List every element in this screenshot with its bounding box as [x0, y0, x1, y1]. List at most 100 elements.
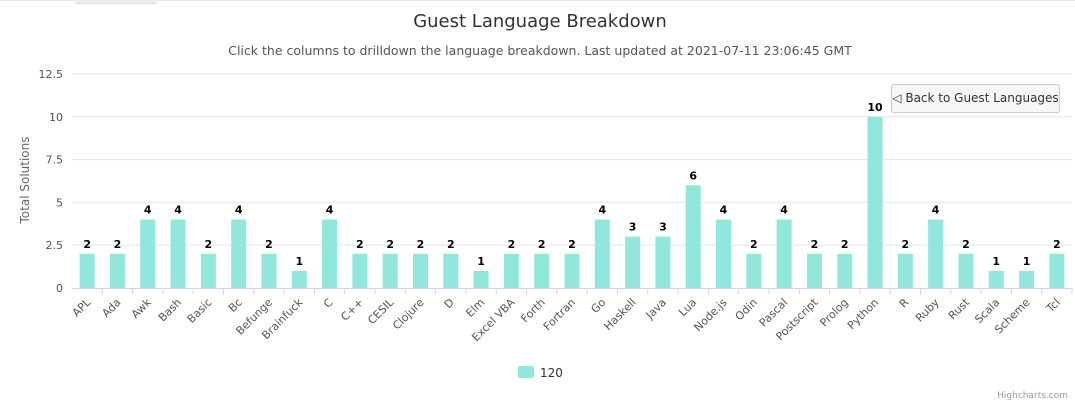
- credits-link[interactable]: Highcharts.com: [997, 391, 1068, 401]
- bar-cesil[interactable]: [382, 253, 398, 288]
- data-label: 2: [962, 238, 970, 251]
- bar-bc[interactable]: [231, 219, 247, 288]
- bar-elm[interactable]: [473, 270, 489, 288]
- top-border: [0, 0, 1075, 1]
- bar-apl[interactable]: [79, 253, 95, 288]
- data-label: 2: [1053, 238, 1061, 251]
- bar-clojure[interactable]: [412, 253, 428, 288]
- y-tick-label: 5: [56, 196, 63, 209]
- data-label: 4: [174, 204, 182, 217]
- x-tick-label: Elm: [463, 296, 487, 320]
- y-axis-ticks: 0 2.5 5 7.5 10 12.5: [39, 68, 64, 295]
- x-tick-label: Awk: [129, 295, 155, 321]
- data-labels: 2 2 4 4 2 4 2 1 4 2 2 2 2 1 2 2 2 4 3 3 6 4 2 4 2 2 10 2 4 2 1 1 2: [83, 101, 1060, 268]
- bar-node-js[interactable]: [716, 219, 732, 288]
- x-tick-label: R: [897, 296, 912, 311]
- bar-go[interactable]: [594, 219, 610, 288]
- data-label: 4: [720, 204, 728, 217]
- bar-c-[interactable]: [352, 253, 368, 288]
- bar-excel-vba[interactable]: [503, 253, 519, 288]
- data-label: 2: [205, 238, 213, 251]
- y-tick-label: 10: [49, 111, 63, 124]
- data-label: 2: [568, 238, 576, 251]
- y-axis-title: Total Solutions: [18, 137, 32, 225]
- x-tick-label: C: [321, 296, 336, 311]
- bar-lua[interactable]: [685, 185, 701, 288]
- bar-prolog[interactable]: [837, 253, 853, 288]
- x-tick-label: APL: [70, 295, 94, 319]
- back-button[interactable]: ◁ Back to Guest Languages: [891, 84, 1060, 113]
- x-tick-label: D: [442, 296, 457, 311]
- y-tick-label: 2.5: [46, 239, 64, 252]
- bar-befunge[interactable]: [261, 253, 277, 288]
- data-label: 3: [659, 221, 667, 234]
- bar-basic[interactable]: [200, 253, 216, 288]
- data-label: 4: [144, 204, 152, 217]
- x-tick-label: Ada: [99, 296, 123, 320]
- bar-scala[interactable]: [988, 270, 1004, 288]
- data-label: 2: [750, 238, 758, 251]
- bar-pascal[interactable]: [776, 219, 792, 288]
- chart-subtitle: Click the columns to drilldown the langu…: [228, 43, 852, 58]
- data-label: 1: [992, 255, 1000, 268]
- bars[interactable]: [79, 116, 1065, 288]
- x-tick-label: Bash: [156, 296, 184, 324]
- data-label: 2: [265, 238, 273, 251]
- bar-bash[interactable]: [170, 219, 186, 288]
- bar-tcl[interactable]: [1049, 253, 1065, 288]
- bar-python[interactable]: [867, 116, 883, 288]
- x-tick-label: Ruby: [913, 296, 942, 325]
- data-label: 1: [1023, 255, 1031, 268]
- data-label: 2: [538, 238, 546, 251]
- x-tick-label: C++: [338, 296, 366, 324]
- legend-label[interactable]: 120: [540, 366, 563, 380]
- legend-swatch[interactable]: [518, 366, 534, 378]
- x-tick-label: Basic: [185, 296, 215, 326]
- data-label: 4: [598, 204, 606, 217]
- data-label: 10: [867, 101, 883, 114]
- bar-java[interactable]: [655, 236, 671, 288]
- x-tick-label: Bc: [226, 296, 245, 315]
- data-label: 1: [477, 255, 485, 268]
- x-tick-label: Java: [643, 296, 669, 322]
- data-label: 2: [386, 238, 394, 251]
- x-tick-label: Lua: [676, 296, 699, 319]
- bar-c[interactable]: [322, 219, 338, 288]
- data-label: 3: [629, 221, 637, 234]
- data-label: 6: [689, 169, 697, 182]
- x-tick-label: Python: [845, 296, 881, 332]
- bar-brainfuck[interactable]: [291, 270, 307, 288]
- legend[interactable]: 120: [518, 366, 563, 380]
- chart-title: Guest Language Breakdown: [413, 11, 667, 32]
- data-label: 2: [902, 238, 910, 251]
- data-label: 4: [235, 204, 243, 217]
- x-tick-label: Fortran: [541, 296, 578, 333]
- data-label: 2: [508, 238, 516, 251]
- data-label: 2: [83, 238, 91, 251]
- bar-ruby[interactable]: [928, 219, 944, 288]
- x-tick-label: Odin: [733, 296, 760, 323]
- bar-ada[interactable]: [109, 253, 125, 288]
- x-tick-label: Rust: [946, 295, 973, 322]
- data-label: 2: [114, 238, 122, 251]
- bar-r[interactable]: [897, 253, 913, 288]
- bar-odin[interactable]: [746, 253, 762, 288]
- bar-rust[interactable]: [958, 253, 974, 288]
- bar-forth[interactable]: [534, 253, 550, 288]
- x-tick-label: Clojure: [390, 296, 427, 333]
- data-label: 4: [932, 204, 940, 217]
- bar-postscript[interactable]: [806, 253, 822, 288]
- bar-d[interactable]: [443, 253, 459, 288]
- bar-fortran[interactable]: [564, 253, 580, 288]
- x-tick-label: Node.js: [691, 296, 729, 334]
- x-tick-label: Go: [588, 296, 608, 316]
- bar-awk[interactable]: [140, 219, 156, 288]
- bar-scheme[interactable]: [1019, 270, 1035, 288]
- data-label: 2: [447, 238, 455, 251]
- data-label: 1: [295, 255, 303, 268]
- data-label: 2: [417, 238, 425, 251]
- tab-stub[interactable]: [75, 0, 157, 4]
- bar-haskell[interactable]: [625, 236, 641, 288]
- x-tick-label: Haskell: [602, 296, 639, 333]
